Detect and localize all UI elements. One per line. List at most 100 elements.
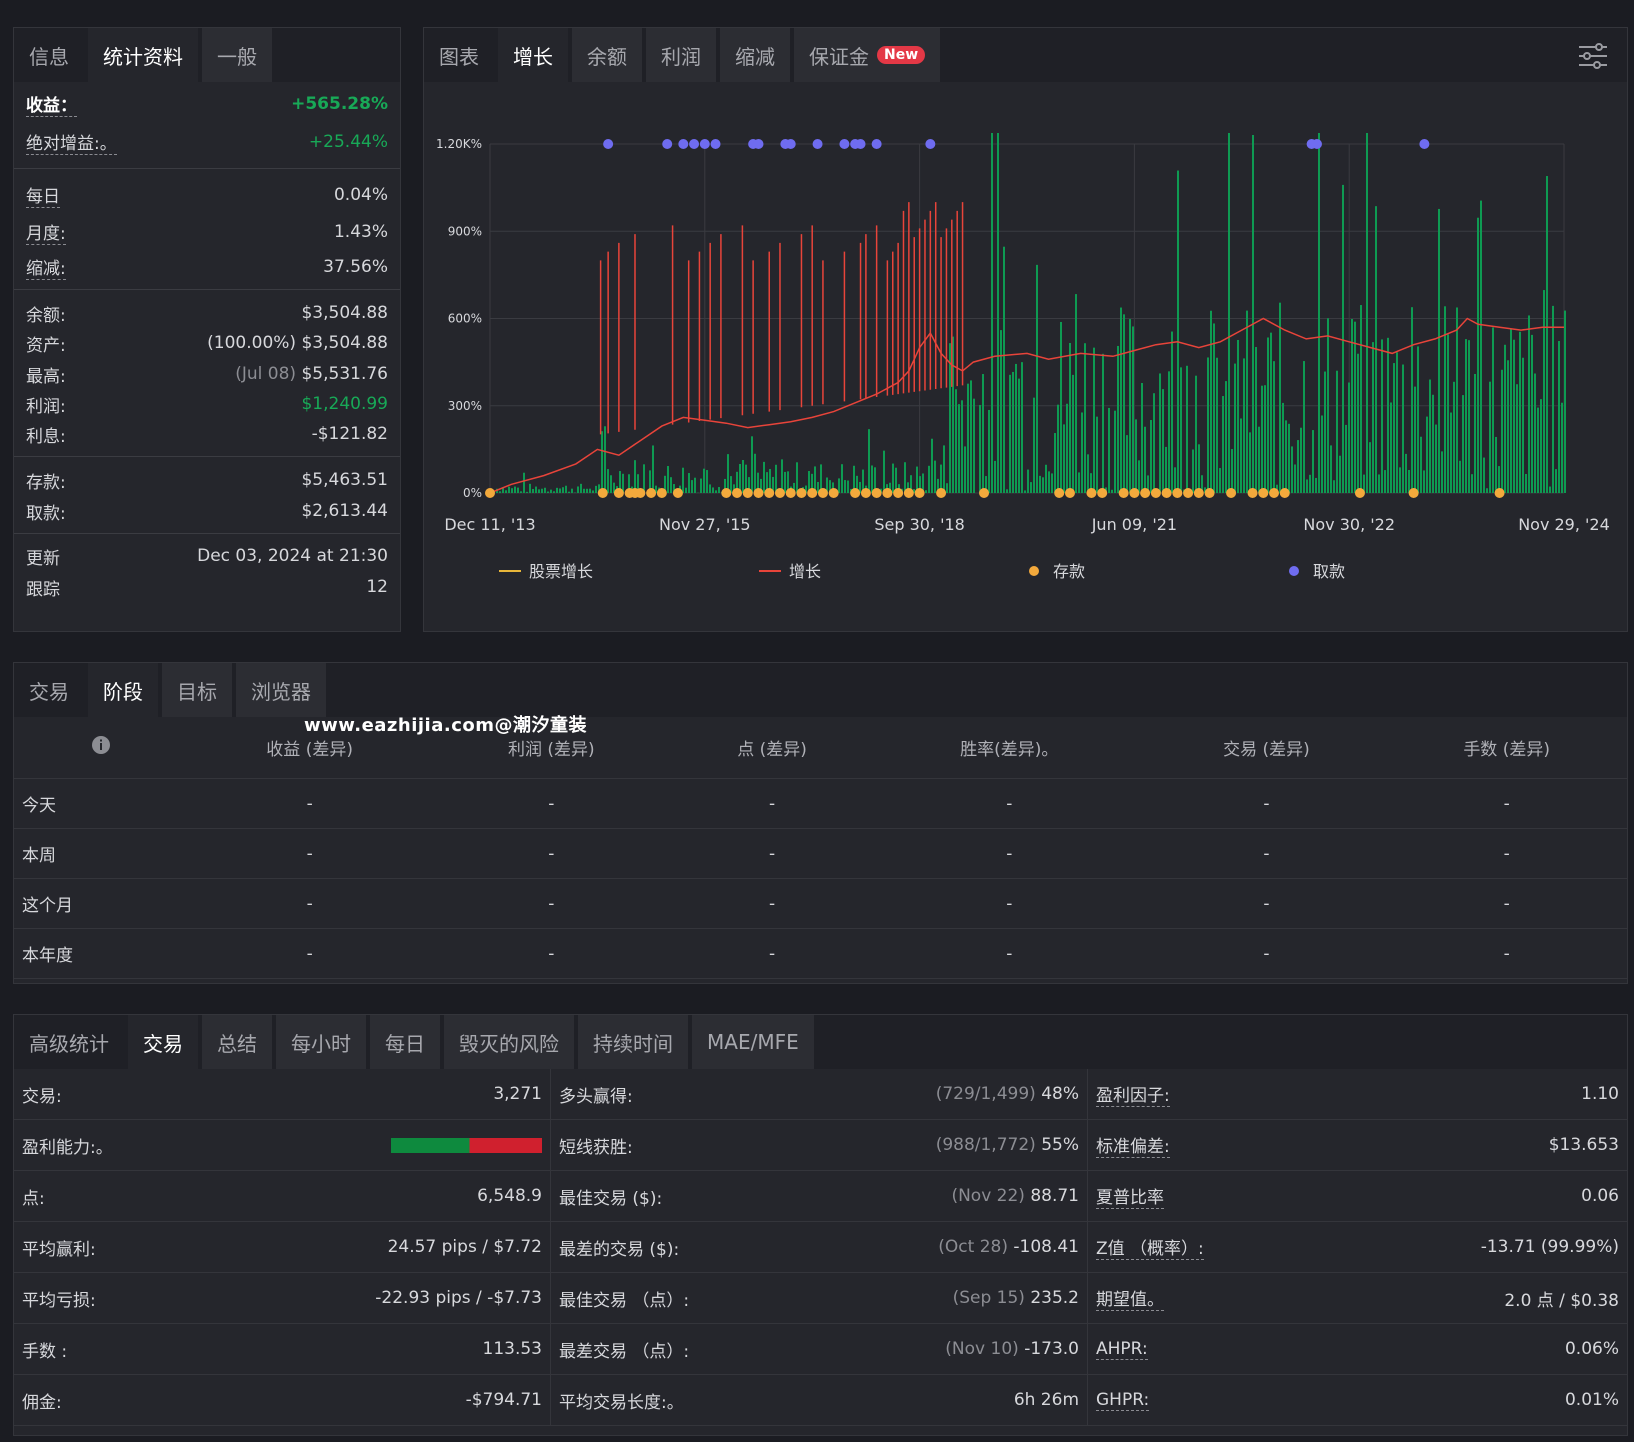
tab-periods[interactable]: 阶段 bbox=[88, 663, 158, 717]
stat-label[interactable]: Z值 （概率）: bbox=[1096, 1234, 1204, 1260]
activity-bar bbox=[1519, 331, 1521, 493]
tab-chart[interactable]: 图表 bbox=[439, 44, 479, 69]
equity-row: 资产: (100.00%) $3,504.88 bbox=[26, 329, 388, 357]
tab-trades-stats[interactable]: 交易 bbox=[128, 1015, 198, 1069]
tab-browser[interactable]: 浏览器 bbox=[236, 663, 326, 717]
activity-bar bbox=[1312, 430, 1314, 493]
stat-value: 2.0 点 / $0.38 bbox=[1504, 1290, 1619, 1311]
activity-bar bbox=[1174, 467, 1176, 493]
deposit-markers bbox=[485, 488, 1505, 498]
stat-label: 交易: bbox=[22, 1086, 62, 1107]
stat-cell: 短线获胜: (988/1,772) 55% bbox=[551, 1120, 1088, 1170]
tab-hourly[interactable]: 每小时 bbox=[276, 1015, 366, 1069]
activity-bar bbox=[940, 464, 942, 493]
daily-label[interactable]: 每日 bbox=[26, 182, 60, 208]
tab-drawdown[interactable]: 缩减 bbox=[720, 28, 790, 82]
tab-goals[interactable]: 目标 bbox=[162, 663, 232, 717]
tab-advanced[interactable]: 高级统计 bbox=[29, 1031, 109, 1056]
chart-legend: 股票增长 增长 存款 取款 bbox=[499, 562, 1345, 581]
tab-margin[interactable]: 保证金 New bbox=[794, 28, 941, 82]
activity-bar bbox=[1360, 305, 1362, 493]
monthly-label[interactable]: 月度: bbox=[26, 219, 66, 245]
activity-bar bbox=[1051, 473, 1053, 493]
activity-bar bbox=[1249, 432, 1251, 493]
profit-value: $1,240.99 bbox=[301, 394, 388, 414]
info-icon[interactable] bbox=[91, 735, 111, 755]
stat-label: 平均亏损: bbox=[22, 1290, 96, 1311]
tab-profit[interactable]: 利润 bbox=[646, 28, 716, 82]
tab-statistics[interactable]: 统计资料 bbox=[88, 28, 198, 82]
tab-mae-mfe[interactable]: MAE/MFE bbox=[692, 1015, 814, 1069]
activity-bar bbox=[1027, 469, 1029, 493]
abs-gain-label[interactable]: 绝对增益:。 bbox=[26, 129, 117, 155]
updated-row: 更新 Dec 03, 2024 at 21:30 bbox=[26, 542, 388, 570]
activity-bar bbox=[1141, 383, 1143, 493]
activity-bar bbox=[811, 473, 813, 493]
stat-label[interactable]: GHPR: bbox=[1096, 1389, 1150, 1411]
stat-detail: (729/1,499) bbox=[935, 1084, 1036, 1104]
stat-value-group: 6h 26m bbox=[1014, 1390, 1079, 1410]
stat-value: -13.71 (99.99%) bbox=[1480, 1237, 1619, 1257]
stat-label[interactable]: 标准偏差: bbox=[1096, 1132, 1170, 1158]
activity-bar bbox=[1252, 135, 1254, 493]
activity-bar bbox=[1480, 200, 1482, 493]
profit-label: 利润: bbox=[26, 396, 66, 417]
tab-general[interactable]: 一般 bbox=[202, 28, 272, 82]
period-cell: - bbox=[1503, 793, 1510, 814]
activity-bar bbox=[1408, 469, 1410, 493]
gain-row: 收益： +565.28% bbox=[26, 90, 388, 118]
deposit-marker bbox=[764, 488, 775, 498]
activity-bar bbox=[952, 336, 954, 493]
stat-label[interactable]: 期望值。 bbox=[1096, 1285, 1164, 1311]
stat-value: -108.41 bbox=[1013, 1237, 1079, 1257]
stat-cell: 交易: 3,271 bbox=[14, 1069, 551, 1119]
activity-bar bbox=[562, 487, 564, 493]
tab-risk-of-ruin[interactable]: 毁灭的风险 bbox=[444, 1015, 574, 1069]
stat-label[interactable]: AHPR: bbox=[1096, 1338, 1148, 1360]
deposit-marker bbox=[860, 488, 871, 498]
advanced-grid: 交易: 3,271 多头赢得: (729/1,499) 48% 盈利因子: 1.10 盈利能… bbox=[14, 1069, 1627, 1426]
abs-gain-value: +25.44% bbox=[308, 132, 388, 152]
tab-duration[interactable]: 持续时间 bbox=[578, 1015, 688, 1069]
stat-label[interactable]: 盈利因子: bbox=[1096, 1081, 1170, 1107]
table-row: 佣金: -$794.71 平均交易长度:。 6h 26m GHPR: 0.01% bbox=[14, 1375, 1627, 1426]
info-icon[interactable] bbox=[14, 735, 189, 760]
withdrawal-marker bbox=[785, 139, 796, 149]
stat-cell: 期望值。 2.0 点 / $0.38 bbox=[1088, 1273, 1627, 1323]
activity-bar bbox=[670, 477, 672, 493]
activity-bar bbox=[1276, 484, 1278, 493]
activity-bar bbox=[1291, 446, 1293, 493]
activity-bar bbox=[1231, 449, 1233, 493]
tab-summary[interactable]: 总结 bbox=[202, 1015, 272, 1069]
period-cell: - bbox=[548, 793, 555, 814]
activity-bar bbox=[724, 478, 726, 493]
activity-bar bbox=[997, 133, 999, 493]
activity-bar bbox=[619, 471, 621, 493]
tab-info[interactable]: 信息 bbox=[29, 44, 69, 69]
activity-bar bbox=[745, 464, 747, 493]
activity-bar bbox=[1207, 357, 1209, 493]
stat-label[interactable]: 夏普比率 bbox=[1096, 1183, 1164, 1209]
activity-bar bbox=[787, 471, 789, 493]
tab-trades[interactable]: 交易 bbox=[29, 679, 69, 704]
activity-bar bbox=[1171, 331, 1173, 493]
sliders-icon[interactable] bbox=[1577, 42, 1609, 70]
activity-bar bbox=[526, 491, 528, 493]
activity-bar bbox=[1405, 453, 1407, 493]
stat-value: 6h 26m bbox=[1013, 1390, 1079, 1410]
activity-bar bbox=[667, 466, 669, 493]
stat-value-group: (729/1,499) 48% bbox=[936, 1084, 1079, 1104]
activity-bar bbox=[1414, 386, 1416, 493]
drawdown-label[interactable]: 缩减: bbox=[26, 254, 66, 280]
tab-growth[interactable]: 增长 bbox=[498, 28, 568, 82]
activity-bar bbox=[1045, 464, 1047, 493]
deposit-marker bbox=[1054, 488, 1065, 498]
tab-balance[interactable]: 余额 bbox=[572, 28, 642, 82]
tracking-value[interactable]: 12 bbox=[366, 577, 388, 597]
activity-bar bbox=[1351, 318, 1353, 493]
activity-bar bbox=[1078, 472, 1080, 493]
stat-value: 1.10 bbox=[1581, 1084, 1619, 1104]
growth-chart[interactable]: 0% 300% 600% 900% 1.20K% Dec 11, '13 Nov 27, '… bbox=[424, 82, 1629, 632]
period-cell: - bbox=[769, 843, 776, 864]
tab-daily[interactable]: 每日 bbox=[370, 1015, 440, 1069]
